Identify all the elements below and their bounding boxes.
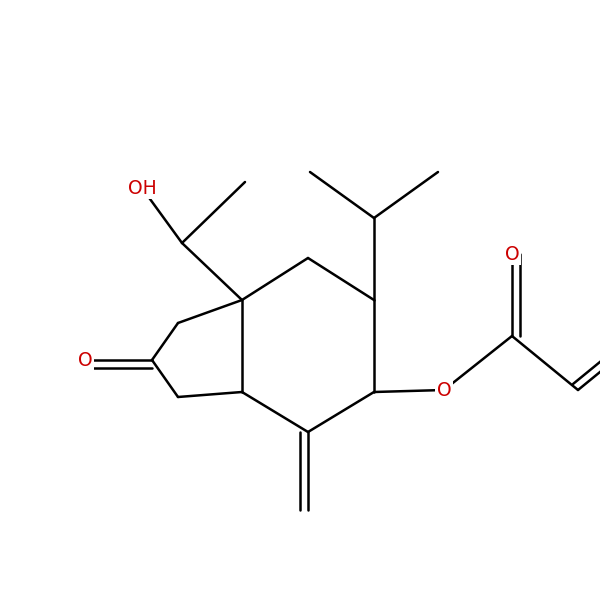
Text: O: O (505, 245, 520, 263)
Text: O: O (437, 380, 451, 400)
Text: OH: OH (128, 179, 157, 197)
Text: O: O (77, 350, 92, 370)
